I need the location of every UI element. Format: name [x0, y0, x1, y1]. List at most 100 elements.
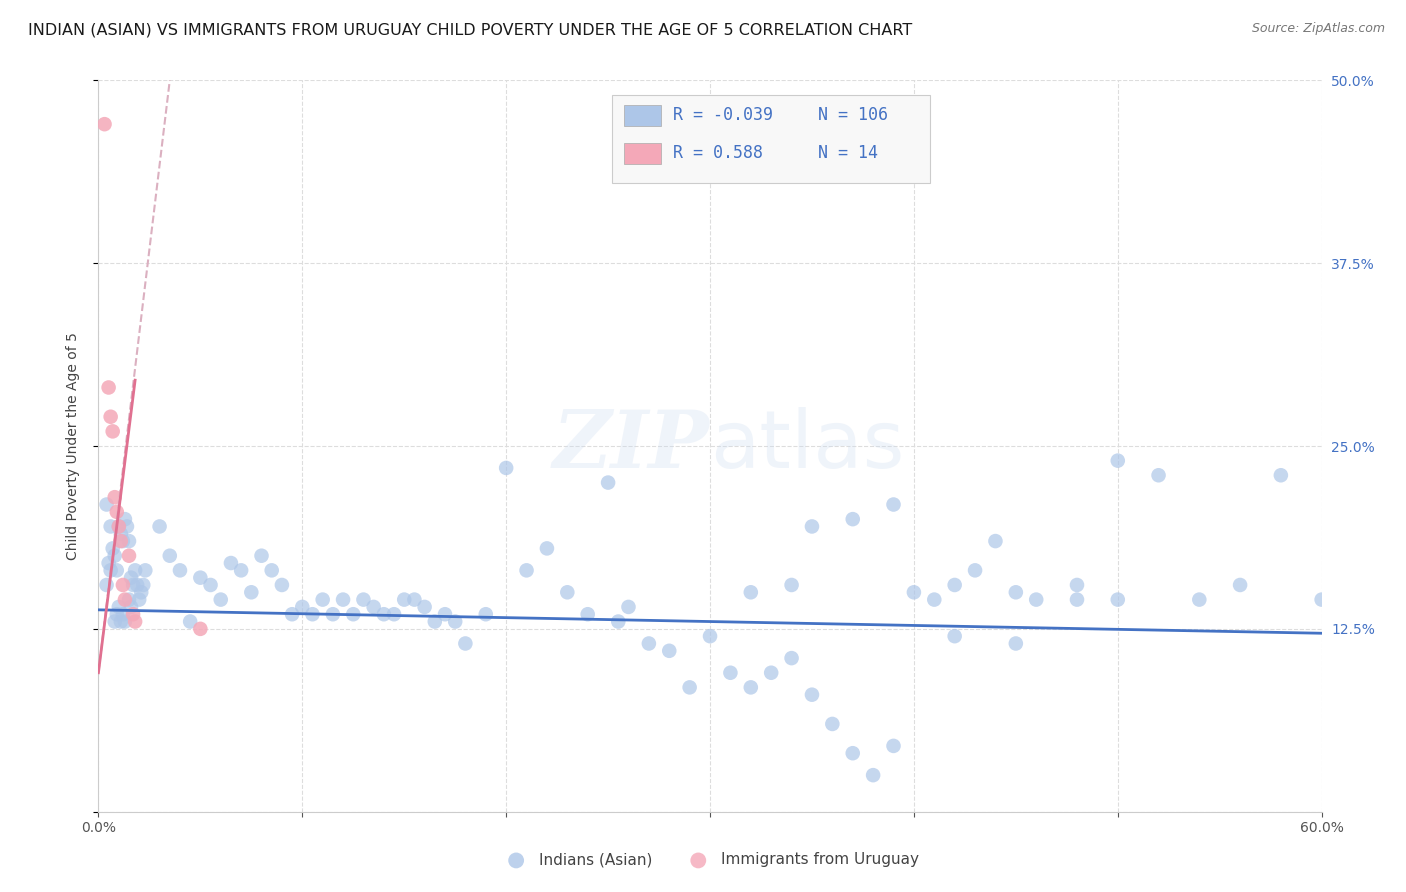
Point: [124, 615, 146, 629]
Point: [1066, 578, 1088, 592]
Point: [110, 615, 132, 629]
Point: [699, 629, 721, 643]
Point: [1025, 592, 1047, 607]
Point: [97, 556, 120, 570]
Point: [108, 599, 131, 614]
Bar: [624, 144, 661, 163]
Legend: Indians (Asian), Immigrants from Uruguay: Indians (Asian), Immigrants from Uruguay: [495, 847, 925, 873]
Point: [841, 512, 863, 526]
Point: [740, 585, 762, 599]
Point: [104, 549, 127, 563]
Text: Source: ZipAtlas.com: Source: ZipAtlas.com: [1251, 22, 1385, 36]
Point: [100, 563, 122, 577]
Point: [96, 578, 118, 592]
Text: INDIAN (ASIAN) VS IMMIGRANTS FROM URUGUAY CHILD POVERTY UNDER THE AGE OF 5 CORRE: INDIAN (ASIAN) VS IMMIGRANTS FROM URUGUA…: [28, 22, 912, 37]
Point: [100, 519, 122, 533]
Point: [322, 607, 344, 622]
Point: [169, 563, 191, 577]
Point: [780, 578, 803, 592]
Point: [188, 622, 212, 636]
Point: [801, 519, 824, 533]
Point: [454, 636, 477, 650]
Point: [120, 599, 142, 614]
Point: [301, 607, 323, 622]
Point: [1229, 578, 1251, 592]
Point: [291, 599, 314, 614]
Point: [200, 578, 222, 592]
Point: [1066, 592, 1088, 607]
Point: [423, 615, 446, 629]
Point: [115, 519, 138, 533]
Point: [118, 592, 141, 607]
Point: [1004, 585, 1026, 599]
Point: [270, 578, 294, 592]
Point: [801, 688, 824, 702]
Point: [576, 607, 599, 622]
Point: [474, 607, 498, 622]
Point: [111, 534, 134, 549]
Point: [841, 746, 863, 760]
Point: [122, 607, 145, 622]
Point: [114, 512, 136, 526]
Point: [943, 629, 966, 643]
Point: [132, 578, 155, 592]
Point: [129, 585, 152, 599]
Point: [105, 563, 128, 577]
Point: [1310, 592, 1333, 607]
Point: [434, 607, 457, 622]
Point: [149, 519, 172, 533]
Point: [128, 592, 150, 607]
Point: [495, 461, 517, 475]
Text: R = 0.588: R = 0.588: [673, 145, 763, 162]
Point: [761, 665, 783, 680]
Point: [392, 592, 416, 607]
Point: [101, 541, 124, 556]
Point: [638, 636, 661, 650]
Point: [105, 607, 128, 622]
Point: [1004, 636, 1026, 650]
Point: [110, 534, 132, 549]
Point: [903, 585, 925, 599]
Point: [111, 607, 134, 622]
Point: [118, 534, 141, 549]
Text: atlas: atlas: [710, 407, 904, 485]
Point: [342, 607, 364, 622]
Point: [658, 644, 681, 658]
Point: [1147, 468, 1170, 483]
Point: [104, 490, 127, 504]
Point: [883, 498, 905, 512]
Point: [607, 615, 630, 629]
Point: [352, 592, 374, 607]
Point: [100, 409, 122, 424]
Point: [984, 534, 1007, 549]
Text: N = 14: N = 14: [818, 145, 877, 162]
Point: [617, 599, 640, 614]
Point: [720, 665, 742, 680]
Point: [108, 519, 131, 533]
Text: R = -0.039: R = -0.039: [673, 106, 773, 124]
Point: [127, 578, 149, 592]
Point: [114, 615, 136, 629]
Point: [104, 615, 127, 629]
Point: [821, 717, 844, 731]
Point: [209, 592, 232, 607]
Point: [557, 585, 579, 599]
Point: [159, 549, 181, 563]
Point: [110, 526, 132, 541]
Point: [943, 578, 966, 592]
Point: [97, 380, 120, 394]
Point: [373, 607, 395, 622]
Point: [922, 592, 945, 607]
Point: [101, 425, 124, 439]
Bar: [624, 105, 661, 126]
Point: [188, 571, 212, 585]
Point: [108, 519, 131, 533]
Text: ZIP: ZIP: [553, 408, 710, 484]
Point: [219, 556, 242, 570]
Point: [111, 578, 134, 592]
Point: [312, 592, 335, 607]
Point: [120, 571, 142, 585]
Point: [96, 498, 118, 512]
Point: [413, 599, 436, 614]
Point: [404, 592, 426, 607]
